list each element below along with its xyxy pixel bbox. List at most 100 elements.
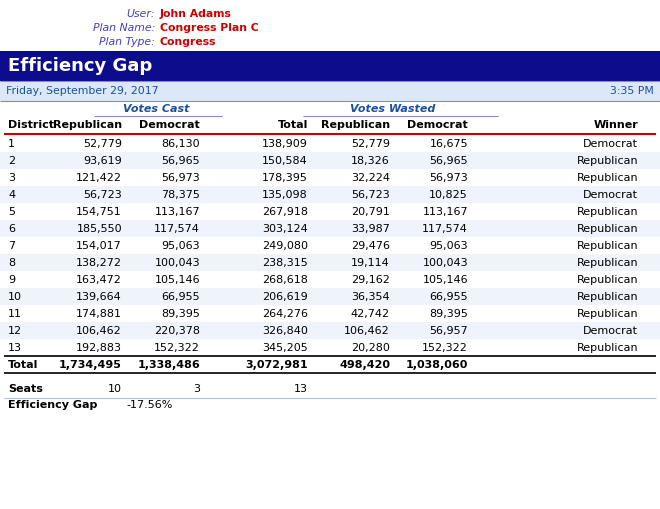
Text: 7: 7	[8, 241, 15, 250]
Text: Seats: Seats	[8, 383, 43, 393]
Text: 56,957: 56,957	[429, 325, 468, 335]
Bar	[0, 169, 660, 187]
Text: 1,734,495: 1,734,495	[59, 359, 122, 369]
Text: 10: 10	[108, 383, 122, 393]
Text: 264,276: 264,276	[262, 308, 308, 318]
Text: Republican: Republican	[576, 258, 638, 267]
Text: 138,909: 138,909	[262, 139, 308, 149]
Text: 498,420: 498,420	[339, 359, 390, 369]
Text: 192,883: 192,883	[76, 343, 122, 352]
Text: 6: 6	[8, 223, 15, 234]
Bar	[0, 238, 660, 254]
Text: 12: 12	[8, 325, 22, 335]
Text: 42,742: 42,742	[351, 308, 390, 318]
Text: 56,965: 56,965	[430, 156, 468, 165]
Bar	[0, 322, 660, 340]
Text: 32,224: 32,224	[351, 173, 390, 183]
Text: Republican: Republican	[576, 343, 638, 352]
Text: 268,618: 268,618	[262, 274, 308, 285]
Text: 10: 10	[8, 292, 22, 301]
Text: 100,043: 100,043	[154, 258, 200, 267]
Bar	[0, 52, 660, 82]
Text: 113,167: 113,167	[154, 207, 200, 216]
Text: Republican: Republican	[576, 156, 638, 165]
Text: Republican: Republican	[576, 308, 638, 318]
Text: John Adams: John Adams	[160, 9, 232, 19]
Text: 139,664: 139,664	[77, 292, 122, 301]
Text: 163,472: 163,472	[76, 274, 122, 285]
Text: 9: 9	[8, 274, 15, 285]
Bar	[0, 187, 660, 204]
Text: 29,476: 29,476	[351, 241, 390, 250]
Text: 4: 4	[8, 190, 15, 200]
Text: Republican: Republican	[576, 274, 638, 285]
Text: 238,315: 238,315	[262, 258, 308, 267]
Text: 18,326: 18,326	[351, 156, 390, 165]
Text: 56,973: 56,973	[161, 173, 200, 183]
Text: Efficiency Gap: Efficiency Gap	[8, 399, 98, 409]
Text: 152,322: 152,322	[422, 343, 468, 352]
Text: 89,395: 89,395	[429, 308, 468, 318]
Text: Votes Wasted: Votes Wasted	[350, 104, 436, 114]
Text: 249,080: 249,080	[262, 241, 308, 250]
Text: Republican: Republican	[321, 120, 390, 130]
Text: Republican: Republican	[576, 207, 638, 216]
Text: 56,723: 56,723	[351, 190, 390, 200]
Text: Republican: Republican	[576, 223, 638, 234]
Text: 3,072,981: 3,072,981	[246, 359, 308, 369]
Text: 2: 2	[8, 156, 15, 165]
Text: 36,354: 36,354	[351, 292, 390, 301]
Text: 1,338,486: 1,338,486	[137, 359, 200, 369]
Text: 95,063: 95,063	[162, 241, 200, 250]
Text: Winner: Winner	[593, 120, 638, 130]
Text: 150,584: 150,584	[262, 156, 308, 165]
Text: 1,038,060: 1,038,060	[406, 359, 468, 369]
Text: 178,395: 178,395	[262, 173, 308, 183]
Text: 10,825: 10,825	[429, 190, 468, 200]
Text: 206,619: 206,619	[262, 292, 308, 301]
Text: 5: 5	[8, 207, 15, 216]
Text: 33,987: 33,987	[351, 223, 390, 234]
Text: 105,146: 105,146	[154, 274, 200, 285]
Text: 154,017: 154,017	[77, 241, 122, 250]
Text: 152,322: 152,322	[154, 343, 200, 352]
Text: Democrat: Democrat	[583, 190, 638, 200]
Text: 106,462: 106,462	[77, 325, 122, 335]
Text: 89,395: 89,395	[161, 308, 200, 318]
Text: 95,063: 95,063	[430, 241, 468, 250]
Text: 13: 13	[294, 383, 308, 393]
Text: Plan Type:: Plan Type:	[99, 37, 155, 47]
Text: 117,574: 117,574	[154, 223, 200, 234]
Text: Republican: Republican	[53, 120, 122, 130]
Text: Total: Total	[278, 120, 308, 130]
Text: Congress: Congress	[160, 37, 216, 47]
Text: 52,779: 52,779	[83, 139, 122, 149]
Text: 3: 3	[8, 173, 15, 183]
Text: 56,973: 56,973	[429, 173, 468, 183]
Bar	[0, 204, 660, 220]
Text: 154,751: 154,751	[77, 207, 122, 216]
Text: 56,723: 56,723	[83, 190, 122, 200]
Text: Democrat: Democrat	[583, 325, 638, 335]
Text: 326,840: 326,840	[262, 325, 308, 335]
Text: 100,043: 100,043	[422, 258, 468, 267]
Text: 93,619: 93,619	[83, 156, 122, 165]
Bar	[0, 153, 660, 169]
Text: 19,114: 19,114	[351, 258, 390, 267]
Text: Votes Cast: Votes Cast	[123, 104, 189, 114]
Text: 106,462: 106,462	[345, 325, 390, 335]
Text: 16,675: 16,675	[430, 139, 468, 149]
Text: 138,272: 138,272	[76, 258, 122, 267]
Text: 56,965: 56,965	[162, 156, 200, 165]
Text: 105,146: 105,146	[422, 274, 468, 285]
Bar	[0, 82, 660, 102]
Bar	[0, 254, 660, 271]
Bar	[0, 136, 660, 153]
Text: 66,955: 66,955	[162, 292, 200, 301]
Text: 113,167: 113,167	[422, 207, 468, 216]
Text: 3:35 PM: 3:35 PM	[610, 86, 654, 96]
Text: 121,422: 121,422	[76, 173, 122, 183]
Text: 1: 1	[8, 139, 15, 149]
Text: Plan Name:: Plan Name:	[93, 23, 155, 33]
Text: 267,918: 267,918	[262, 207, 308, 216]
